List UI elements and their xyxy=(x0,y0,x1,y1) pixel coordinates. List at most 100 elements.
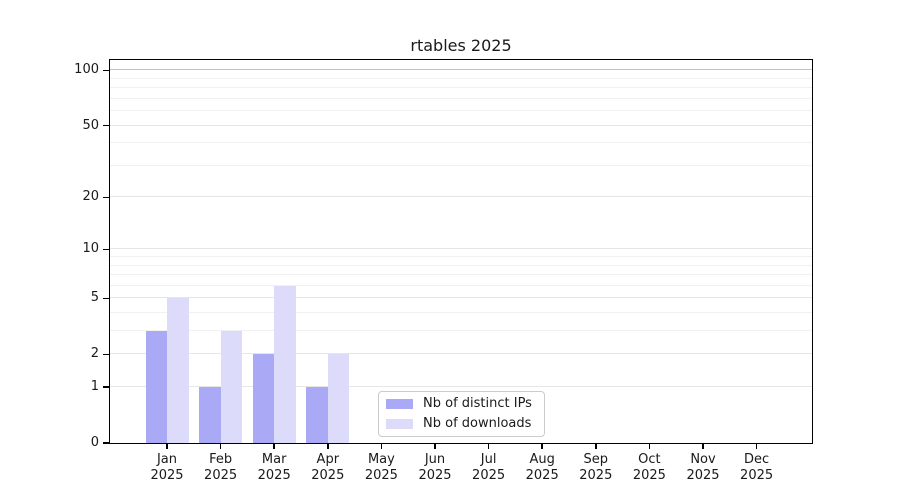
gridline-major xyxy=(110,124,812,126)
x-tick-year: 2025 xyxy=(364,467,398,483)
y-tick-label: 0 xyxy=(90,435,99,450)
gridline-major xyxy=(110,297,812,299)
chart-title: rtables 2025 xyxy=(410,36,512,55)
y-tick-label: 50 xyxy=(82,117,99,133)
y-tick xyxy=(103,69,109,72)
bar-nb-of-downloads xyxy=(274,285,296,443)
x-tick-label: Nov 2025 xyxy=(673,452,733,483)
x-tick-label: May 2025 xyxy=(351,452,411,483)
x-tick-label: Jun 2025 xyxy=(405,452,465,483)
x-tick xyxy=(434,443,436,449)
bar-nb-of-distinct-ips xyxy=(252,354,275,443)
bar-nb-of-downloads xyxy=(220,331,243,443)
gridline-major xyxy=(110,248,812,250)
x-tick xyxy=(273,443,275,449)
legend-row: Nb of distinct IPs xyxy=(386,395,538,413)
x-tick-label: Aug 2025 xyxy=(512,452,572,483)
gridline-minor xyxy=(110,164,812,166)
bar-nb-of-distinct-ips xyxy=(306,387,328,443)
gridline-major xyxy=(110,353,812,355)
bar-nb-of-distinct-ips xyxy=(145,331,167,443)
x-tick xyxy=(219,443,222,449)
y-tick-label: 5 xyxy=(90,290,99,306)
x-tick-label: Jan 2025 xyxy=(137,452,197,483)
x-tick-year: 2025 xyxy=(204,467,238,483)
legend-label: Nb of downloads xyxy=(423,415,532,431)
x-tick-year: 2025 xyxy=(311,467,345,483)
x-tick-year: 2025 xyxy=(257,467,291,483)
x-tick-label: Sep 2025 xyxy=(566,452,626,483)
x-tick-year: 2025 xyxy=(686,467,720,483)
gridline-minor xyxy=(110,284,812,286)
legend: Nb of distinct IPs Nb of downloads xyxy=(378,391,545,437)
x-tick-year: 2025 xyxy=(150,467,184,483)
y-tick-label: 20 xyxy=(82,189,99,205)
x-tick-year: 2025 xyxy=(418,467,452,483)
gridline-minor xyxy=(110,97,812,99)
legend-row: Nb of downloads xyxy=(386,415,538,433)
gridline-minor xyxy=(110,312,812,314)
x-tick-year: 2025 xyxy=(525,467,559,483)
y-tick xyxy=(103,297,109,300)
x-tick-label: Jul 2025 xyxy=(459,452,519,483)
gridline-major xyxy=(110,69,812,71)
x-tick-year: 2025 xyxy=(740,467,774,483)
x-tick-month: Jun xyxy=(424,452,446,467)
bar-nb-of-distinct-ips xyxy=(199,387,221,443)
gridline-minor xyxy=(110,87,812,89)
legend-swatch-nb-of-downloads xyxy=(386,418,413,429)
x-tick xyxy=(541,443,543,449)
x-tick-year: 2025 xyxy=(579,467,613,483)
x-tick xyxy=(595,443,597,449)
x-tick-month: Sep xyxy=(583,452,609,467)
x-tick xyxy=(648,443,651,449)
legend-swatch-nb-of-distinct-ips xyxy=(386,399,413,410)
x-tick-month: Dec xyxy=(744,452,770,467)
x-tick xyxy=(166,443,168,449)
x-tick-month: Jan xyxy=(156,452,178,467)
gridline-major xyxy=(110,386,812,388)
y-tick xyxy=(103,124,109,127)
gridline-minor xyxy=(110,142,812,144)
x-tick xyxy=(755,443,758,449)
y-tick xyxy=(103,353,109,356)
x-tick-label: Oct 2025 xyxy=(619,452,679,483)
x-tick-month: Jul xyxy=(480,452,497,467)
y-tick xyxy=(103,248,109,251)
bars-layer xyxy=(110,60,812,443)
x-tick-month: Aug xyxy=(529,452,555,467)
x-tick-year: 2025 xyxy=(632,467,666,483)
legend-label: Nb of distinct IPs xyxy=(423,396,532,412)
x-tick xyxy=(380,443,383,449)
bar-nb-of-downloads xyxy=(167,298,189,443)
gridline-minor xyxy=(110,110,812,112)
x-tick-label: Feb 2025 xyxy=(191,452,251,483)
gridline-minor xyxy=(110,256,812,258)
x-tick xyxy=(487,443,490,449)
x-tick-month: May xyxy=(367,452,395,467)
gridline-minor xyxy=(110,330,812,332)
x-tick xyxy=(327,443,329,449)
x-tick-label: Dec 2025 xyxy=(727,452,787,483)
y-tick xyxy=(103,386,109,388)
x-tick-year: 2025 xyxy=(472,467,506,483)
y-tick xyxy=(103,196,109,198)
y-tick-label: 1 xyxy=(90,379,99,395)
gridline-minor xyxy=(110,264,812,266)
x-tick xyxy=(702,443,704,449)
x-tick-month: Feb xyxy=(209,452,233,467)
y-tick-label: 2 xyxy=(90,346,99,362)
x-tick-label: Apr 2025 xyxy=(298,452,358,483)
x-tick-label: Mar 2025 xyxy=(244,452,304,483)
x-tick-month: Oct xyxy=(638,452,661,467)
y-tick xyxy=(103,442,109,444)
y-tick-label: 100 xyxy=(74,62,99,78)
bar-nb-of-downloads xyxy=(327,354,350,443)
x-tick-month: Nov xyxy=(690,452,716,467)
y-tick-label: 10 xyxy=(82,241,99,257)
gridline-minor xyxy=(110,77,812,79)
x-tick-month: Apr xyxy=(316,452,340,467)
